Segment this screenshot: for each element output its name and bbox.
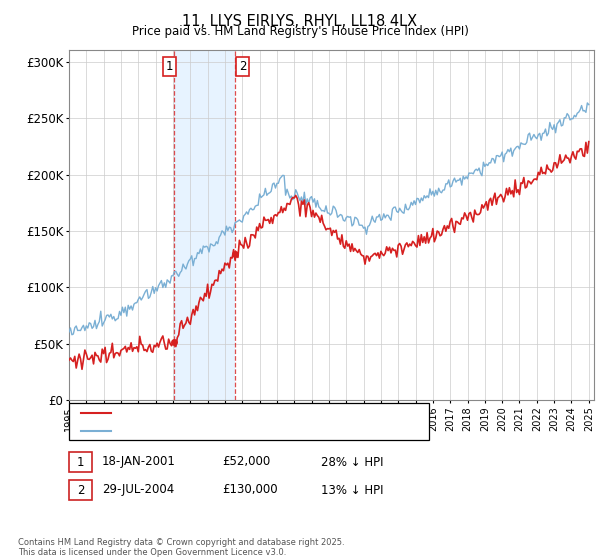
Text: 18-JAN-2001: 18-JAN-2001 xyxy=(102,455,176,469)
Text: 13% ↓ HPI: 13% ↓ HPI xyxy=(321,483,383,497)
Text: 28% ↓ HPI: 28% ↓ HPI xyxy=(321,455,383,469)
Text: HPI: Average price, detached house, Denbighshire: HPI: Average price, detached house, Denb… xyxy=(116,426,391,436)
Bar xyxy=(174,50,235,400)
Text: £130,000: £130,000 xyxy=(222,483,278,497)
Text: Price paid vs. HM Land Registry's House Price Index (HPI): Price paid vs. HM Land Registry's House … xyxy=(131,25,469,38)
Text: 2: 2 xyxy=(239,60,247,73)
Text: 1: 1 xyxy=(166,60,173,73)
Text: 2: 2 xyxy=(77,483,84,497)
Text: £52,000: £52,000 xyxy=(222,455,270,469)
Text: 11, LLYS EIRLYS, RHYL, LL18 4LX (detached house): 11, LLYS EIRLYS, RHYL, LL18 4LX (detache… xyxy=(116,408,392,418)
Text: Contains HM Land Registry data © Crown copyright and database right 2025.
This d: Contains HM Land Registry data © Crown c… xyxy=(18,538,344,557)
Text: 29-JUL-2004: 29-JUL-2004 xyxy=(102,483,174,497)
Text: 1: 1 xyxy=(77,455,84,469)
Text: 11, LLYS EIRLYS, RHYL, LL18 4LX: 11, LLYS EIRLYS, RHYL, LL18 4LX xyxy=(182,14,418,29)
